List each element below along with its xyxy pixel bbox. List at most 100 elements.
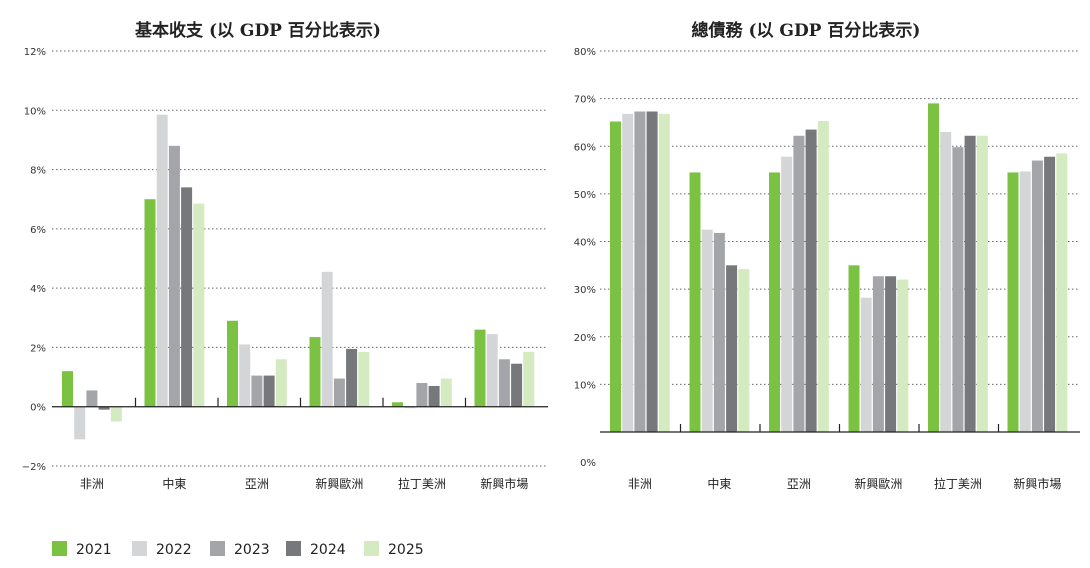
y-tick-label: 40%: [574, 238, 596, 249]
bar-2022: [1019, 171, 1031, 432]
category-label: 亞洲: [787, 477, 811, 491]
legend-label: 2021: [76, 542, 112, 558]
bar-2022: [239, 344, 251, 407]
bar-2023: [713, 232, 725, 432]
right-y-tick-labels: 0% 10% 20% 30% 40% 50% 60% 70% 80%: [574, 47, 596, 469]
bar-2021: [928, 103, 939, 432]
y-tick-label: 70%: [574, 95, 596, 106]
y-tick-label: 6%: [30, 225, 46, 236]
bar-2023: [793, 135, 805, 432]
bar-2024: [646, 111, 658, 432]
bar-2025: [440, 378, 452, 407]
bar-2022: [74, 406, 86, 440]
bar-2021: [769, 172, 780, 432]
left-chart-title: 基本收支 (以 GDP 百分比表示): [134, 20, 381, 41]
bar-2021: [392, 402, 403, 407]
category-label: 亞洲: [245, 477, 269, 491]
bar-2021: [848, 265, 860, 432]
y-tick-label: 0%: [580, 458, 596, 469]
bar-2023: [251, 375, 263, 407]
y-tick-label: 10%: [574, 380, 596, 391]
bar-2024: [726, 265, 738, 432]
y-tick-label: 2%: [30, 343, 46, 354]
y-tick-label: 12%: [24, 47, 46, 58]
bar-2021: [227, 320, 238, 407]
right-category-labels: 非洲 中東 亞洲 新興歐洲 拉丁美洲 新興市場: [628, 476, 1062, 491]
bar-2024: [263, 375, 275, 407]
category-label: 非洲: [80, 477, 104, 491]
y-tick-label: 4%: [30, 284, 46, 295]
bar-2024: [428, 385, 440, 407]
bar-2021: [144, 199, 156, 407]
bar-2021: [309, 337, 321, 407]
bar-2022: [701, 229, 713, 432]
left-category-labels: 非洲 中東 亞洲 新興歐洲 拉丁美洲 新興市場: [80, 476, 529, 491]
bar-2023: [872, 276, 884, 432]
category-label: 新興歐洲: [315, 476, 363, 491]
y-tick-label: 0%: [30, 403, 46, 414]
y-tick-label: 10%: [24, 106, 46, 117]
category-label: 中東: [707, 476, 731, 491]
bar-2023: [168, 145, 180, 407]
legend-label: 2023: [234, 542, 270, 558]
bar-2025: [658, 113, 670, 433]
bar-2021: [1007, 172, 1019, 432]
bar-2025: [976, 135, 988, 432]
bar-2025: [275, 359, 287, 407]
bar-2025: [1056, 153, 1068, 433]
y-tick-label: 50%: [574, 190, 596, 201]
bar-2025: [738, 269, 750, 432]
bar-2024: [511, 363, 523, 407]
category-label: 非洲: [628, 477, 652, 491]
bar-2023: [952, 147, 964, 432]
bar-2021: [474, 329, 486, 407]
category-label: 新興歐洲: [854, 476, 902, 491]
legend: 2021 2022 2023 2024 2025: [52, 541, 424, 558]
left-y-tick-labels: −2% 0% 2% 4% 6% 8% 10% 12%: [22, 47, 46, 473]
bar-2022: [622, 113, 634, 433]
bar-2024: [346, 348, 358, 407]
bar-2023: [498, 359, 510, 407]
bar-2024: [885, 276, 897, 432]
y-tick-label: 80%: [574, 47, 596, 58]
bar-2021: [689, 172, 701, 432]
bar-2023: [333, 378, 345, 407]
bar-2022: [940, 131, 952, 432]
left-bars: [52, 114, 548, 440]
bar-2025: [110, 406, 122, 422]
category-label: 新興市場: [480, 476, 528, 491]
bar-2022: [860, 297, 872, 432]
left-gridlines: [52, 50, 548, 467]
bar-2022: [404, 406, 416, 409]
bar-2022: [321, 271, 333, 407]
category-label: 新興市場: [1013, 476, 1061, 491]
bar-2024: [98, 406, 110, 410]
bar-2023: [1031, 160, 1043, 432]
legend-swatch: [132, 541, 147, 556]
category-label: 中東: [162, 476, 186, 491]
legend-swatch: [52, 541, 67, 556]
bar-2023: [634, 111, 646, 432]
total-debt-chart: 總債務 (以 GDP 百分比表示) 0% 10% 20% 30% 40% 50% 60% 70…: [574, 20, 1080, 491]
bar-2025: [897, 279, 909, 432]
y-tick-label: 8%: [30, 166, 46, 177]
legend-swatch: [286, 541, 301, 556]
y-tick-label: 20%: [574, 333, 596, 344]
bar-2025: [193, 203, 205, 407]
bar-2023: [86, 390, 98, 407]
bar-2024: [805, 129, 817, 433]
legend-label: 2022: [156, 542, 192, 558]
bar-2022: [486, 334, 498, 407]
legend-swatch: [364, 541, 379, 556]
right-chart-title: 總債務 (以 GDP 百分比表示): [692, 20, 921, 41]
primary-balance-chart: 基本收支 (以 GDP 百分比表示) −2% 0% 2% 4% 6% 8% 10% 12% 非…: [22, 20, 548, 491]
right-bars: [600, 103, 1080, 433]
bar-2025: [523, 351, 535, 407]
bar-2024: [181, 187, 193, 407]
bar-2025: [358, 351, 370, 407]
y-tick-label: 60%: [574, 142, 596, 153]
bar-2021: [62, 371, 73, 407]
bar-2024: [1044, 156, 1056, 433]
category-label: 拉丁美洲: [934, 476, 982, 491]
bar-2021: [610, 121, 621, 433]
